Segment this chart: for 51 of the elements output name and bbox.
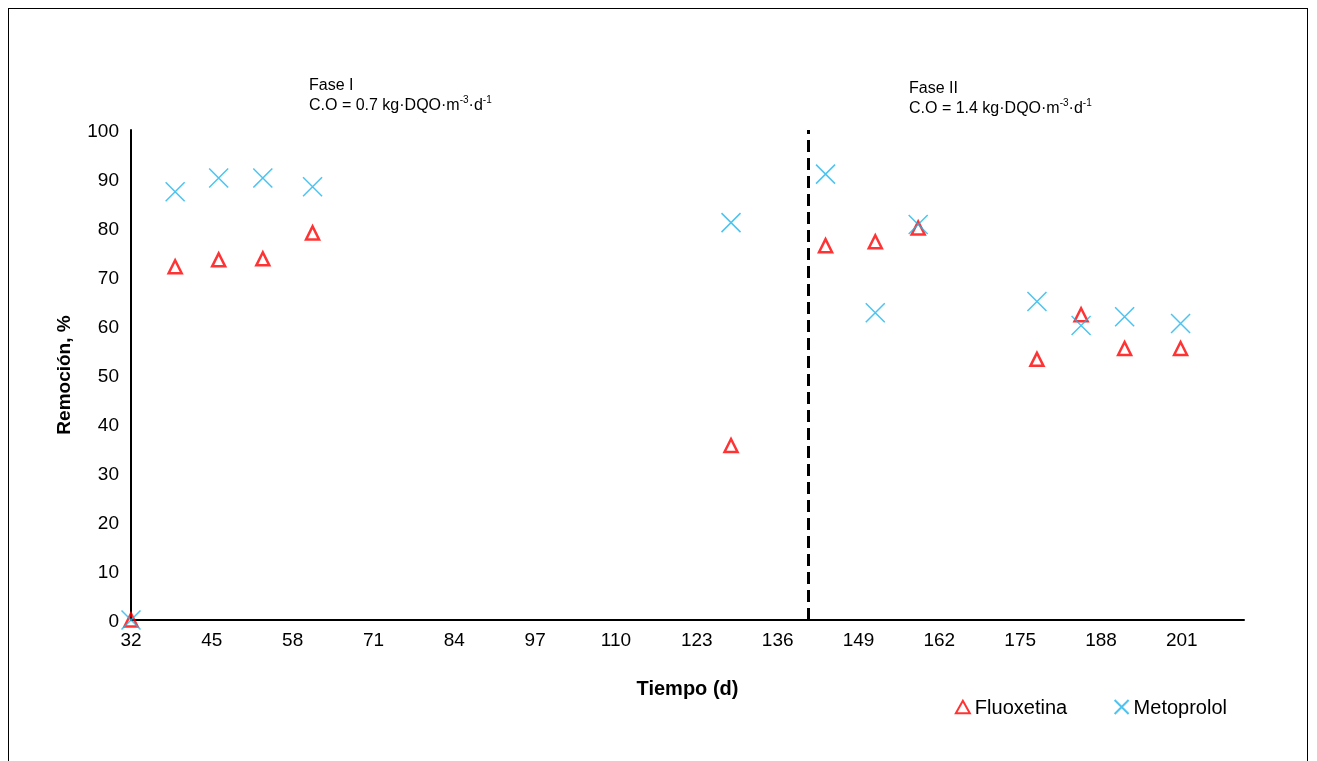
point [720,212,742,233]
point [817,237,834,254]
x-axis-title: Tiempo (d) [636,677,739,699]
x-tick-label: 149 [842,629,875,650]
x-tick-label: 58 [282,629,304,650]
x-tick-label: 175 [1004,629,1037,650]
point [1070,315,1092,336]
point [255,251,271,267]
y-tick-label: 60 [97,315,119,337]
y-axis-title: Remoción, % [53,315,74,435]
point [304,225,321,241]
point [1116,340,1133,357]
x-tick-label: 32 [120,629,142,650]
y-tick-label: 40 [97,413,119,435]
point [302,176,323,198]
point [1114,306,1135,327]
legend-label: Fluoxetina [974,696,1068,718]
y-tick-label: 30 [97,462,119,484]
x-tick-label: 97 [524,629,546,650]
legend-label: Metoprolol [1133,696,1228,718]
x-tick-label: 162 [923,629,956,650]
point [1170,313,1191,334]
y-tick-label: 100 [87,119,119,141]
x-tick-label: 110 [600,629,632,650]
point [1029,351,1045,368]
x-tick-label: 71 [362,629,385,650]
y-tick-label: 20 [97,511,119,533]
y-tick-label: 10 [97,560,119,582]
x-tick-label: 201 [1165,629,1198,650]
y-tick-label: 50 [97,364,119,386]
point [167,258,183,275]
point [1026,291,1048,312]
x-tick-label: 45 [201,629,223,650]
point [208,167,229,189]
point [210,252,227,268]
point [907,214,929,235]
x-tick-label: 123 [680,629,713,650]
point [867,233,884,250]
y-tick-label: 80 [97,217,119,239]
point [865,302,886,324]
x-tick-label: 84 [443,629,466,650]
x-tick-label: 188 [1085,629,1117,650]
point [1172,340,1189,357]
y-tick-label: 0 [108,609,119,631]
point [815,163,836,185]
y-tick-label: 70 [97,266,119,288]
y-tick-label: 90 [97,168,119,190]
point [252,167,274,189]
point [723,437,739,454]
point [164,181,186,202]
x-tick-label: 136 [761,629,794,650]
